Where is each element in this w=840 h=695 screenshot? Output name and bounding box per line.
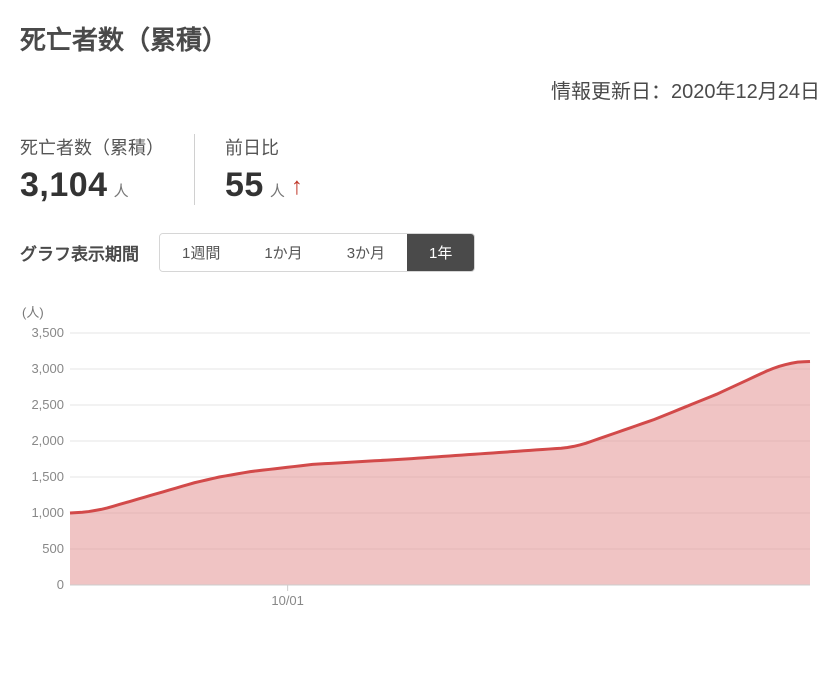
chart-ytick-label: 2,500	[31, 397, 64, 412]
stat-dod-unit: 人	[270, 180, 285, 201]
chart-ytick-label: 500	[42, 541, 64, 556]
chart-ytick-label: 1,500	[31, 469, 64, 484]
stat-cumulative-value: 3,104	[20, 166, 108, 205]
page-title: 死亡者数（累積）	[20, 20, 820, 57]
arrow-up-icon: ↑	[291, 175, 303, 199]
period-row: グラフ表示期間 1週間1か月3か月1年	[20, 233, 820, 272]
stat-cumulative: 死亡者数（累積） 3,104 人	[20, 134, 194, 205]
chart-ytick-label: 0	[57, 577, 64, 592]
chart-container: (人) 0 500 1,000 1,500 2,000 2,500 3,000 3,500 10…	[20, 302, 820, 615]
stat-cumulative-unit: 人	[114, 180, 129, 201]
chart-ytick-label: 1,000	[31, 505, 64, 520]
stat-day-over-day: 前日比 55 人 ↑	[194, 134, 333, 205]
period-button[interactable]: 3か月	[325, 234, 407, 271]
period-label: グラフ表示期間	[20, 240, 139, 265]
chart-area-fill	[70, 362, 810, 585]
update-date-row: 情報更新日：2020年12月24日	[20, 75, 820, 104]
period-buttons: 1週間1か月3か月1年	[159, 233, 475, 272]
chart-ytick-label: 2,000	[31, 433, 64, 448]
chart-ytick-label: 3,000	[31, 361, 64, 376]
stat-dod-value: 55	[225, 166, 264, 205]
chart-xtick-label: 10/01	[271, 593, 304, 608]
period-button[interactable]: 1年	[407, 234, 474, 271]
period-button[interactable]: 1か月	[242, 234, 324, 271]
stat-cumulative-label: 死亡者数（累積）	[20, 134, 164, 160]
deaths-area-chart: 0 500 1,000 1,500 2,000 2,500 3,000 3,500 10/01	[20, 325, 820, 615]
update-date: 2020年12月24日	[671, 81, 820, 103]
stats-row: 死亡者数（累積） 3,104 人 前日比 55 人 ↑	[20, 134, 820, 205]
stat-dod-label: 前日比	[225, 134, 303, 160]
period-button[interactable]: 1週間	[160, 234, 242, 271]
chart-ytick-label: 3,500	[31, 325, 64, 340]
chart-y-unit: (人)	[22, 302, 820, 321]
update-prefix: 情報更新日：	[551, 81, 671, 103]
